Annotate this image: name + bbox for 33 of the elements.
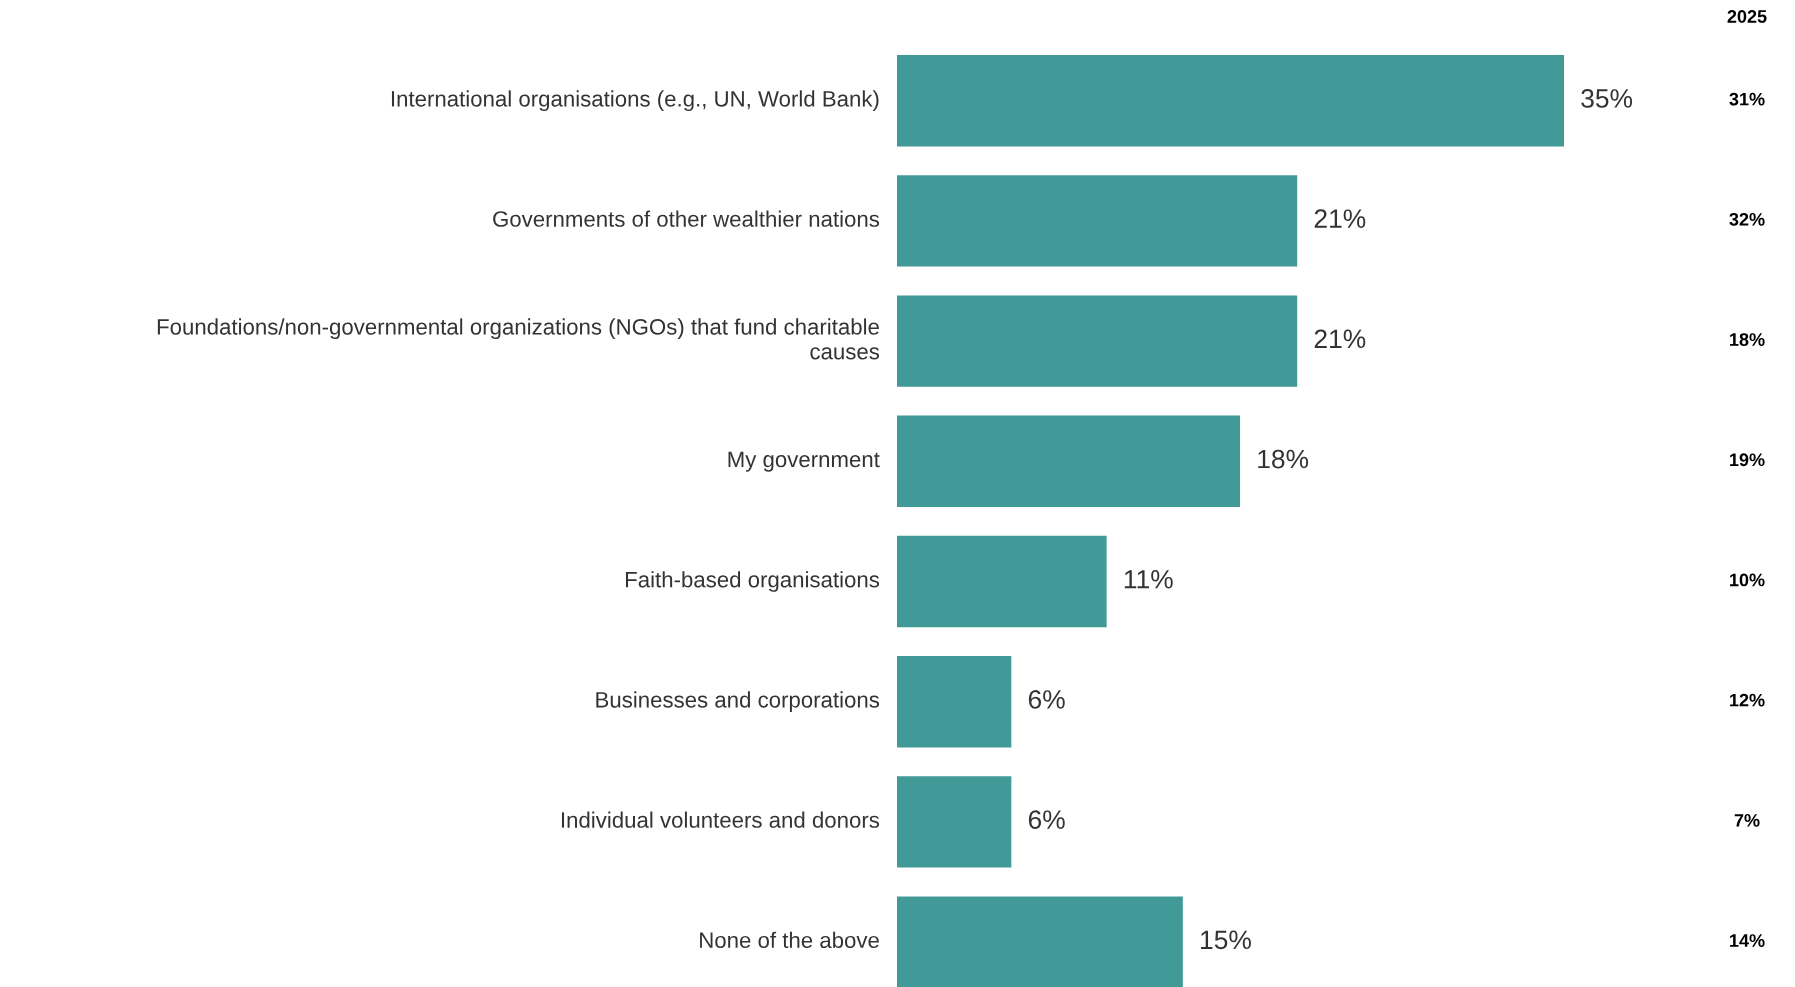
text: 14% [1730,934,1765,947]
data-label: 11% [1124,570,1173,589]
bar [897,656,1012,748]
bar [897,55,1564,147]
bar [897,776,1012,868]
y-tick-label: Individual volunteers and donors [561,811,880,828]
y-tick-label: Faith-based organisations [625,571,880,592]
data-label: 21% [1314,209,1366,228]
bar [897,175,1298,267]
text: 19% [1730,453,1765,467]
text: 31% [1729,92,1765,106]
data-label: 35% [1581,89,1633,108]
data-label: 6% [1028,690,1065,709]
y-tick-label: Foundations/non-governmental organizations (NGOs) that fund charitable causes [157,318,880,360]
data-label: 21% [1314,329,1366,349]
bar [897,535,1107,628]
data-label: 6% [1028,810,1065,829]
text: 12% [1730,693,1765,707]
bar [897,415,1241,507]
bar [897,295,1298,387]
data-label: 15% [1201,930,1251,950]
text: 18% [1730,333,1765,346]
y-tick-label: My government [728,451,880,472]
y-tick-label: None of the above [700,931,879,949]
data-label: 18% [1258,449,1309,469]
text: 10% [1730,573,1765,587]
text: 2025 [1727,10,1767,23]
bar [897,896,1183,987]
text: 7% [1734,814,1760,827]
y-tick-label: International organisations (e.g., UN, World Bank) [391,90,879,112]
y-tick-label: Governments of other wealthier nations [493,210,880,227]
y-tick-label: Businesses and corporations [596,691,880,713]
text: 32% [1729,212,1765,226]
